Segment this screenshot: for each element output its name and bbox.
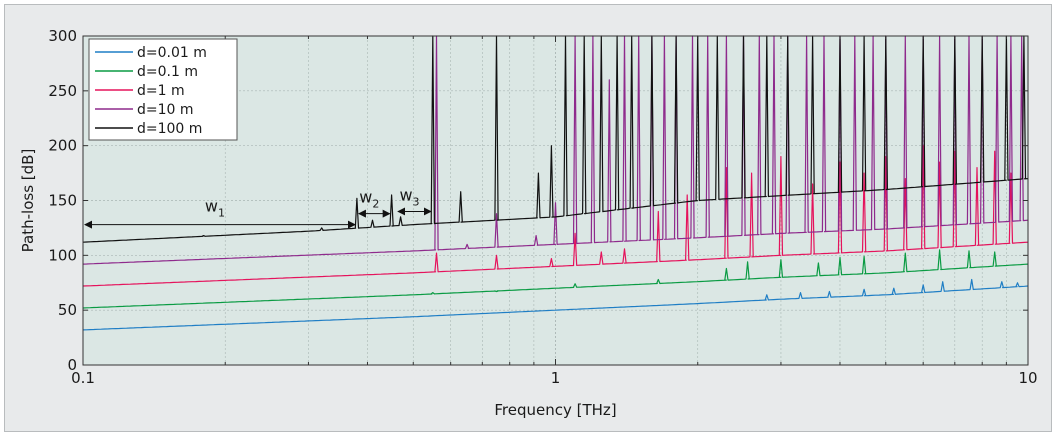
series-layer (82, 35, 1029, 331)
y-tick-label: 250 (48, 82, 77, 100)
annotation-subscript-3: 3 (413, 196, 420, 209)
series-line-3 (82, 35, 1029, 265)
y-tick-label: 0 (67, 356, 77, 374)
legend-label-3: d=10 m (137, 102, 194, 118)
legend-label-1: d=0.1 m (137, 64, 198, 80)
legend-label-0: d=0.01 m (137, 45, 207, 61)
y-axis-label: Path-loss [dB] (19, 149, 37, 253)
chart-figure: w1 w2 w3 0 50 100 150 200 250 300 0.1 1 10 d=0.01 m… (4, 4, 1052, 432)
series-line-2 (82, 145, 1029, 287)
x-tick-label: 10 (1018, 369, 1037, 387)
x-axis-label: Frequency [THz] (494, 401, 616, 419)
annotation-subscript-1: 1 (218, 206, 225, 219)
y-tick-label: 100 (48, 246, 77, 264)
y-tick-label: 200 (48, 137, 77, 155)
series-line-4 (82, 35, 1029, 243)
y-tick-label: 150 (48, 192, 77, 210)
series-line-0 (82, 278, 1029, 331)
x-tick-label: 0.1 (71, 369, 95, 387)
x-tick-label: 1 (551, 369, 561, 387)
annotation-subscript-2: 2 (372, 198, 379, 211)
legend: d=0.01 m d=0.1 m d=1 m d=10 m d=100 m (88, 38, 238, 141)
series-line-1 (82, 249, 1029, 309)
legend-label-4: d=100 m (137, 121, 202, 137)
axes-layer: 0 50 100 150 200 250 300 0.1 1 10 (48, 27, 1037, 387)
y-tick-label: 50 (58, 301, 77, 319)
y-tick-label: 300 (48, 27, 77, 45)
legend-label-2: d=1 m (137, 83, 185, 99)
